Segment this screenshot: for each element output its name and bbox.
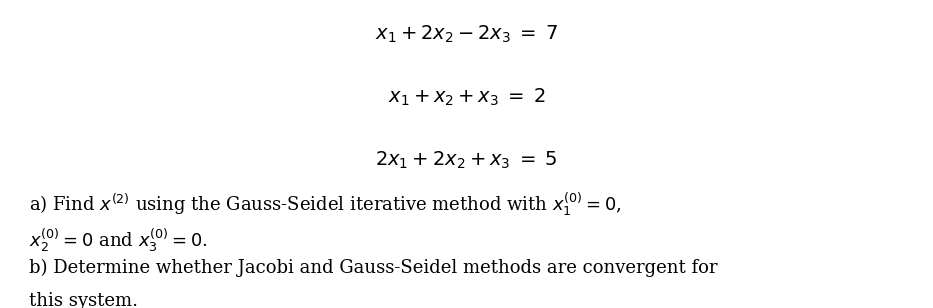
Text: $2x_1 + 2x_2 + x_3 \;=\; 5$: $2x_1 + 2x_2 + x_3 \;=\; 5$ xyxy=(375,150,558,172)
Text: a) Find $x^{(2)}$ using the Gauss-Seidel iterative method with $x_1^{(0)} = 0$,: a) Find $x^{(2)}$ using the Gauss-Seidel… xyxy=(29,191,622,218)
Text: this system.: this system. xyxy=(29,292,138,308)
Text: $x_2^{(0)} = 0$ and $x_3^{(0)} = 0$.: $x_2^{(0)} = 0$ and $x_3^{(0)} = 0$. xyxy=(29,227,208,254)
Text: b) Determine whether Jacobi and Gauss-Seidel methods are convergent for: b) Determine whether Jacobi and Gauss-Se… xyxy=(29,259,717,277)
Text: $x_1 + 2x_2 - 2x_3 \;=\; 7$: $x_1 + 2x_2 - 2x_3 \;=\; 7$ xyxy=(375,24,558,45)
Text: $x_1 + x_2 + x_3 \;=\; 2$: $x_1 + x_2 + x_3 \;=\; 2$ xyxy=(388,87,545,108)
